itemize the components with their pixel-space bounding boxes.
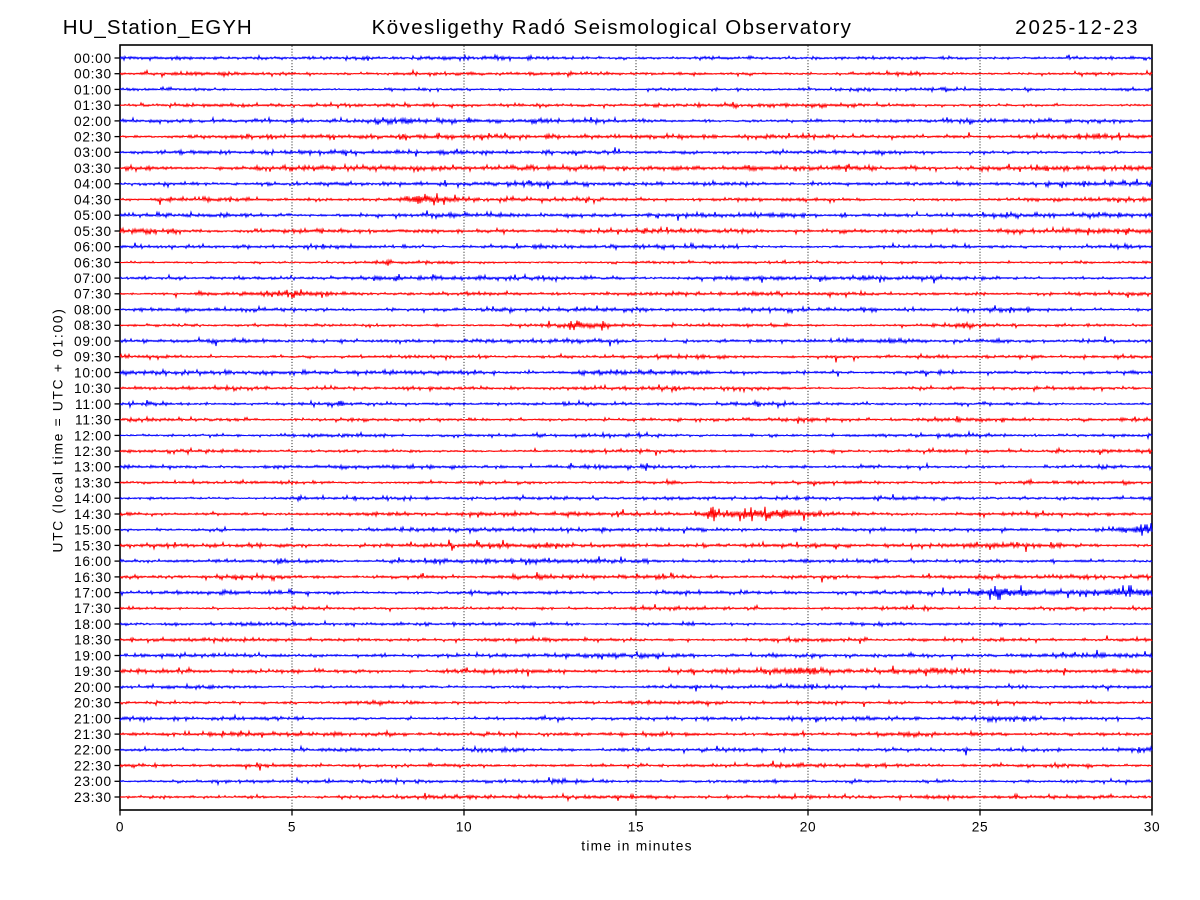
svg-text:12:00: 12:00 [74, 428, 112, 443]
svg-text:09:30: 09:30 [74, 350, 112, 365]
svg-text:2025-12-23: 2025-12-23 [1015, 16, 1139, 39]
svg-text:04:30: 04:30 [74, 192, 112, 207]
svg-text:25: 25 [972, 820, 989, 835]
svg-text:13:00: 13:00 [74, 460, 112, 475]
svg-text:14:30: 14:30 [74, 507, 112, 522]
svg-text:15:30: 15:30 [74, 538, 112, 553]
svg-text:04:00: 04:00 [74, 177, 112, 192]
svg-text:21:00: 21:00 [74, 711, 112, 726]
svg-text:16:00: 16:00 [74, 554, 112, 569]
svg-text:06:00: 06:00 [74, 240, 112, 255]
svg-text:10:30: 10:30 [74, 381, 112, 396]
svg-text:08:30: 08:30 [74, 318, 112, 333]
svg-text:0: 0 [116, 820, 124, 835]
svg-text:21:30: 21:30 [74, 727, 112, 742]
svg-text:14:00: 14:00 [74, 491, 112, 506]
svg-text:10: 10 [456, 820, 473, 835]
svg-text:20:30: 20:30 [74, 696, 112, 711]
svg-text:18:00: 18:00 [74, 617, 112, 632]
svg-text:22:30: 22:30 [74, 758, 112, 773]
svg-text:08:00: 08:00 [74, 303, 112, 318]
svg-text:02:00: 02:00 [74, 114, 112, 129]
svg-text:12:30: 12:30 [74, 444, 112, 459]
svg-text:Kövesligethy Radó Seismologica: Kövesligethy Radó Seismological Observat… [372, 16, 853, 39]
svg-text:05:00: 05:00 [74, 208, 112, 223]
svg-text:03:30: 03:30 [74, 161, 112, 176]
svg-text:02:30: 02:30 [74, 130, 112, 145]
svg-text:16:30: 16:30 [74, 570, 112, 585]
svg-text:05:30: 05:30 [74, 224, 112, 239]
svg-text:01:30: 01:30 [74, 98, 112, 113]
svg-text:17:30: 17:30 [74, 601, 112, 616]
svg-text:10:00: 10:00 [74, 365, 112, 380]
svg-text:07:30: 07:30 [74, 287, 112, 302]
svg-text:19:00: 19:00 [74, 648, 112, 663]
svg-text:06:30: 06:30 [74, 255, 112, 270]
svg-text:30: 30 [1144, 820, 1161, 835]
svg-text:17:00: 17:00 [74, 586, 112, 601]
svg-text:15: 15 [628, 820, 645, 835]
svg-text:HU_Station_EGYH: HU_Station_EGYH [63, 16, 253, 39]
svg-text:18:30: 18:30 [74, 633, 112, 648]
svg-text:03:00: 03:00 [74, 145, 112, 160]
svg-text:15:00: 15:00 [74, 523, 112, 538]
svg-text:01:00: 01:00 [74, 82, 112, 97]
svg-text:19:30: 19:30 [74, 664, 112, 679]
svg-text:20:00: 20:00 [74, 680, 112, 695]
svg-text:13:30: 13:30 [74, 475, 112, 490]
svg-text:22:00: 22:00 [74, 743, 112, 758]
svg-text:09:00: 09:00 [74, 334, 112, 349]
svg-text:UTC (local time = UTC + 01:00): UTC (local time = UTC + 01:00) [51, 308, 66, 553]
svg-text:time in minutes: time in minutes [581, 839, 693, 854]
svg-text:11:00: 11:00 [75, 397, 112, 412]
svg-text:07:00: 07:00 [74, 271, 112, 286]
svg-text:20: 20 [800, 820, 817, 835]
svg-text:00:30: 00:30 [74, 67, 112, 82]
svg-text:5: 5 [288, 820, 296, 835]
svg-text:11:30: 11:30 [75, 413, 112, 428]
svg-text:00:00: 00:00 [74, 51, 112, 66]
svg-text:23:00: 23:00 [74, 774, 112, 789]
svg-text:23:30: 23:30 [74, 790, 112, 805]
